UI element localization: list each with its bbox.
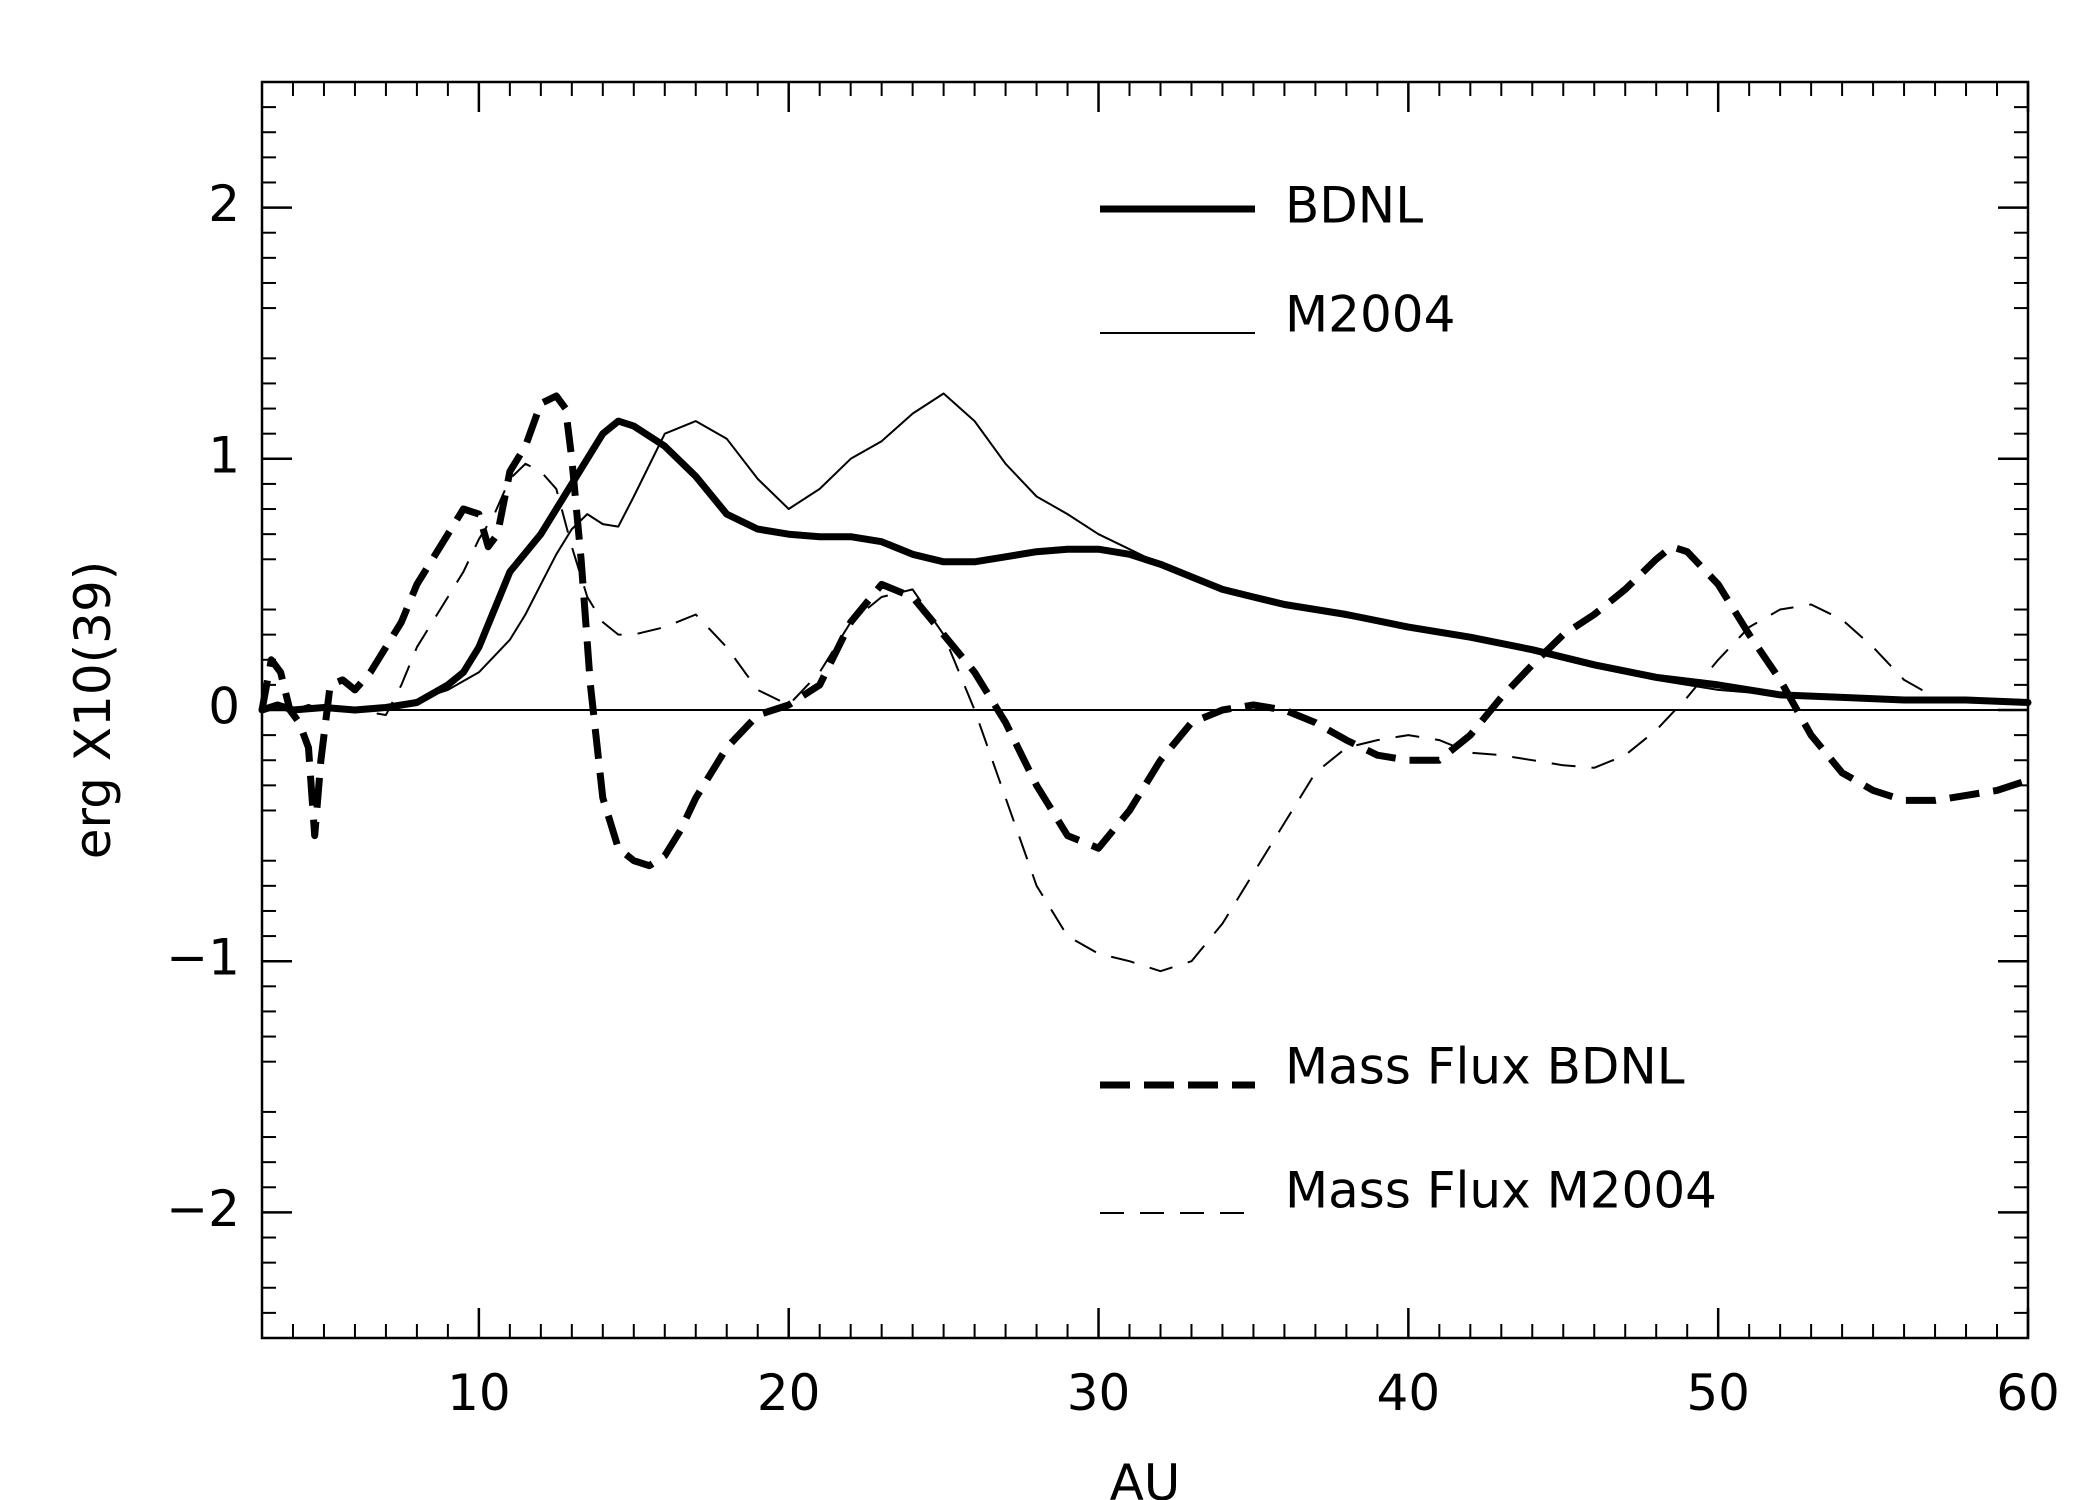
x-tick-label: 30	[1067, 1364, 1131, 1422]
x-tick-label: 10	[447, 1364, 511, 1422]
legend-label-mass-flux-bdnl: Mass Flux BDNL	[1285, 1038, 1685, 1096]
x-tick-label: 60	[1996, 1364, 2060, 1422]
y-tick-label: −2	[166, 1180, 240, 1238]
series-line-bdnl	[258, 417, 2032, 714]
legend-label-bdnl: BDNL	[1285, 177, 1423, 235]
y-tick-label: 2	[208, 175, 240, 233]
y-tick-label: 1	[208, 426, 240, 484]
minor-ticks	[262, 82, 2028, 1338]
y-axis-label: erg X10(39)	[64, 561, 122, 860]
y-tick-labels: −2 −1 0 1 2	[166, 175, 240, 1238]
series-line-mass-flux-m2004	[261, 462, 1936, 973]
y-tick-label: −1	[166, 929, 240, 987]
x-tick-label: 40	[1377, 1364, 1441, 1422]
x-tick-labels: 10 20 30 40 50 60	[447, 1364, 2060, 1422]
legend-label-m2004: M2004	[1285, 286, 1455, 344]
series-group	[258, 392, 2032, 973]
x-tick-label: 20	[757, 1364, 821, 1422]
legend-item-bdnl: BDNL	[1100, 177, 1423, 235]
series-line-m2004	[261, 392, 2029, 711]
legend-item-m2004: M2004	[1100, 286, 1455, 344]
x-axis-label: AU	[1110, 1454, 1181, 1500]
x-tick-label: 50	[1686, 1364, 1750, 1422]
legend-label-mass-flux-m2004: Mass Flux M2004	[1285, 1162, 1717, 1220]
legend-item-mass-flux-bdnl: Mass Flux BDNL	[1100, 1038, 1685, 1096]
y-tick-label: 0	[208, 678, 240, 736]
legend-item-mass-flux-m2004: Mass Flux M2004	[1100, 1162, 1717, 1220]
legend: BDNL M2004 Mass Flux BDNL Mass Flux M200…	[1100, 177, 1717, 1220]
series-line-mass-flux-bdnl	[258, 392, 2030, 870]
